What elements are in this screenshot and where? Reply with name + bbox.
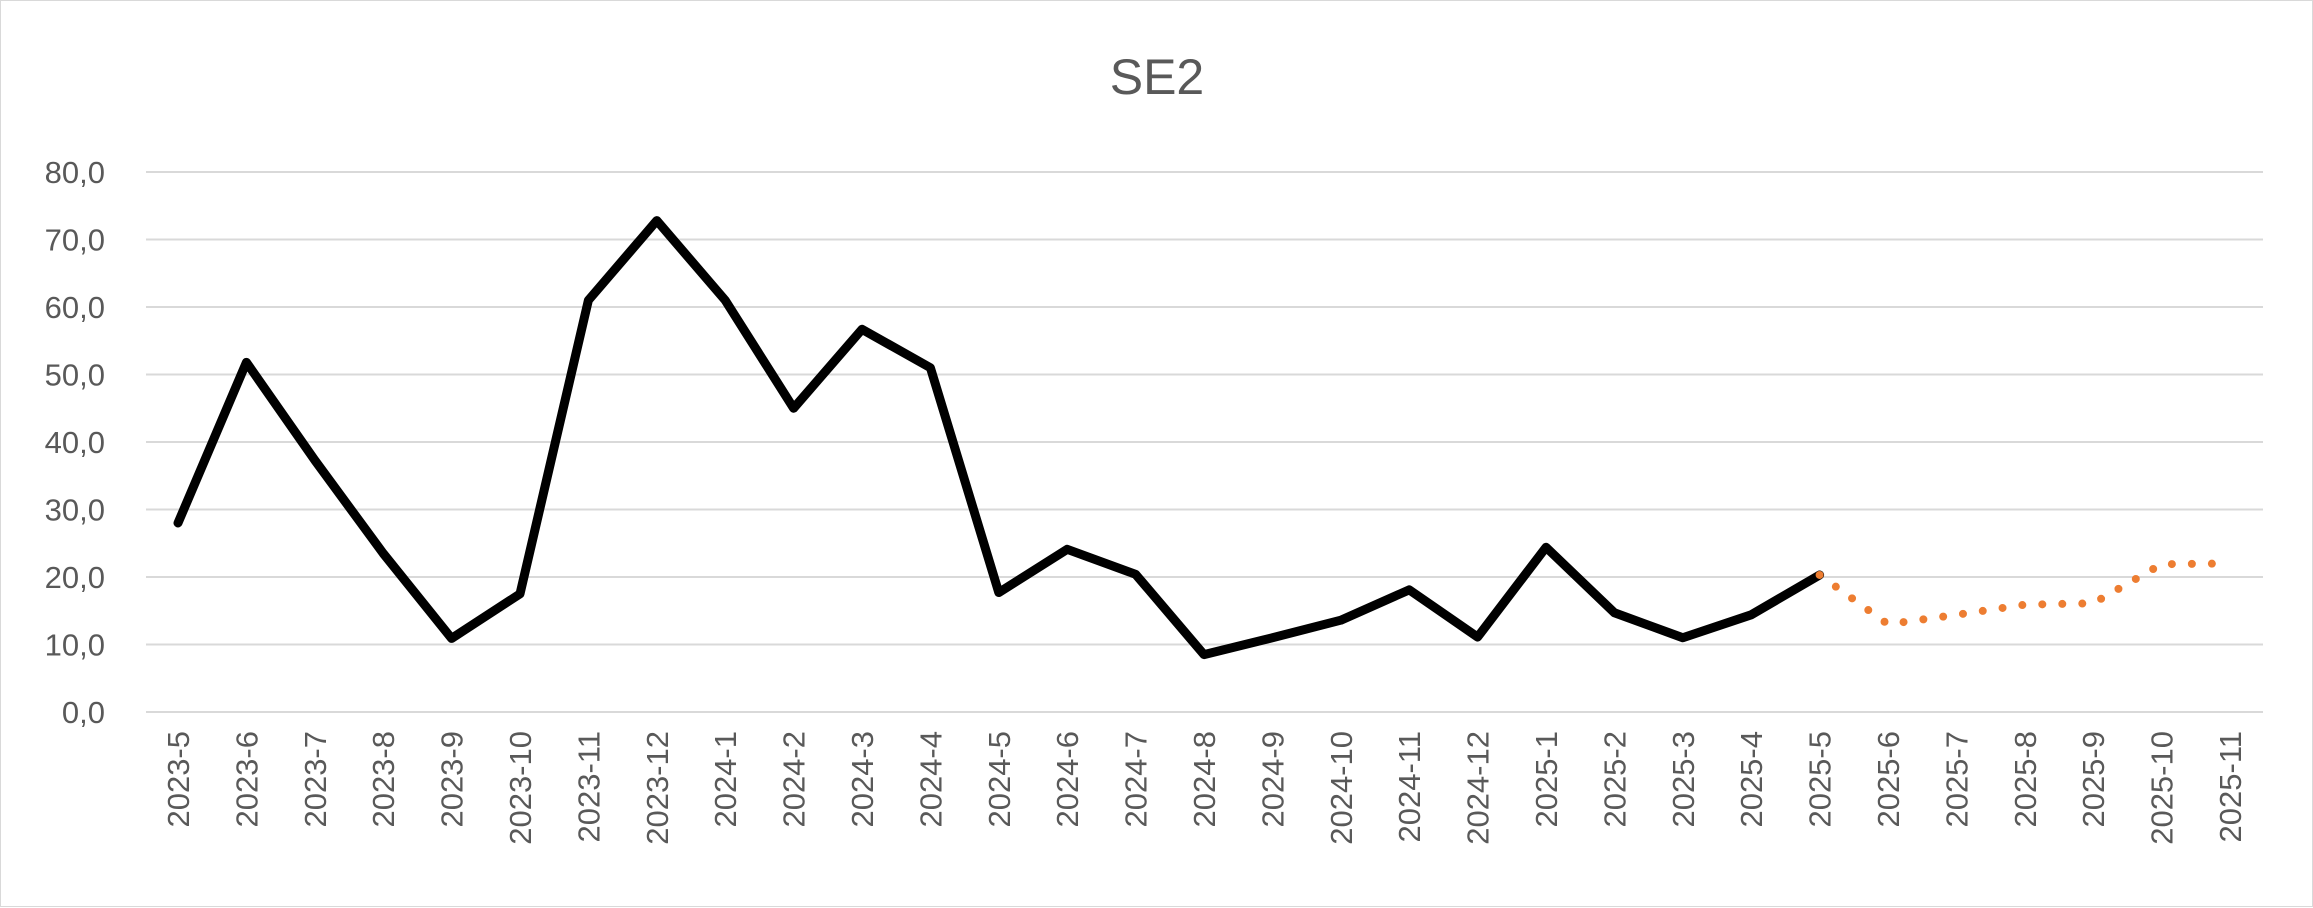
x-tick-label: 2025-4 bbox=[1734, 731, 1769, 828]
x-tick-label: 2024-1 bbox=[708, 731, 743, 828]
y-tick-label: 30,0 bbox=[45, 493, 105, 528]
y-tick-label: 10,0 bbox=[45, 628, 105, 663]
x-tick-label: 2024-8 bbox=[1187, 731, 1222, 828]
x-tick-label: 2024-5 bbox=[982, 731, 1017, 828]
x-tick-label: 2025-10 bbox=[2145, 731, 2180, 845]
x-tick-label: 2023-6 bbox=[229, 731, 264, 828]
x-tick-label: 2024-2 bbox=[777, 731, 812, 828]
x-tick-label: 2025-8 bbox=[2008, 731, 2043, 828]
series-lines bbox=[173, 216, 2234, 660]
y-axis-ticks: 0,0 10,0 20,0 30,0 40,0 50,0 60,0 70,0 80,0 bbox=[45, 155, 105, 730]
x-tick-label: 2023-9 bbox=[435, 731, 470, 828]
y-tick-label: 20,0 bbox=[45, 560, 105, 595]
x-tick-label: 2025-1 bbox=[1529, 731, 1564, 828]
x-tick-label: 2024-12 bbox=[1461, 731, 1496, 845]
x-axis-ticks: 2023-5 2023-6 2023-7 2023-8 2023-9 2023-10 202… bbox=[161, 731, 2248, 845]
x-tick-label: 2025-6 bbox=[1871, 731, 1906, 828]
x-tick-label: 2025-7 bbox=[1939, 731, 1974, 828]
x-tick-label: 2023-8 bbox=[366, 731, 401, 828]
chart-title: SE2 bbox=[1110, 49, 1205, 105]
gridlines bbox=[146, 171, 2263, 713]
x-tick-label: 2023-11 bbox=[571, 731, 606, 842]
x-tick-label: 2025-2 bbox=[1597, 731, 1632, 828]
x-tick-label: 2024-3 bbox=[845, 731, 880, 828]
x-tick-label: 2024-9 bbox=[1255, 731, 1290, 828]
y-tick-label: 0,0 bbox=[62, 695, 105, 730]
y-tick-label: 70,0 bbox=[45, 223, 105, 258]
x-tick-label: 2024-10 bbox=[1324, 731, 1359, 845]
x-tick-label: 2024-7 bbox=[1119, 731, 1154, 828]
x-tick-label: 2023-10 bbox=[503, 731, 538, 845]
x-tick-label: 2024-4 bbox=[913, 731, 948, 828]
x-tick-label: 2024-11 bbox=[1392, 731, 1427, 842]
forecast-series-line bbox=[1815, 559, 2234, 629]
x-tick-label: 2023-7 bbox=[298, 731, 333, 828]
y-tick-label: 80,0 bbox=[45, 155, 105, 190]
x-tick-label: 2025-3 bbox=[1666, 731, 1701, 828]
y-tick-label: 60,0 bbox=[45, 290, 105, 325]
x-tick-label: 2025-9 bbox=[2076, 731, 2111, 828]
actual-series-line bbox=[173, 216, 1825, 660]
y-tick-label: 40,0 bbox=[45, 425, 105, 460]
x-tick-label: 2023-12 bbox=[640, 731, 675, 845]
y-tick-label: 50,0 bbox=[45, 358, 105, 393]
x-tick-label: 2025-11 bbox=[2213, 731, 2248, 842]
x-tick-label: 2025-5 bbox=[1803, 731, 1838, 828]
x-tick-label: 2024-6 bbox=[1050, 731, 1085, 828]
x-tick-label: 2023-5 bbox=[161, 731, 196, 828]
